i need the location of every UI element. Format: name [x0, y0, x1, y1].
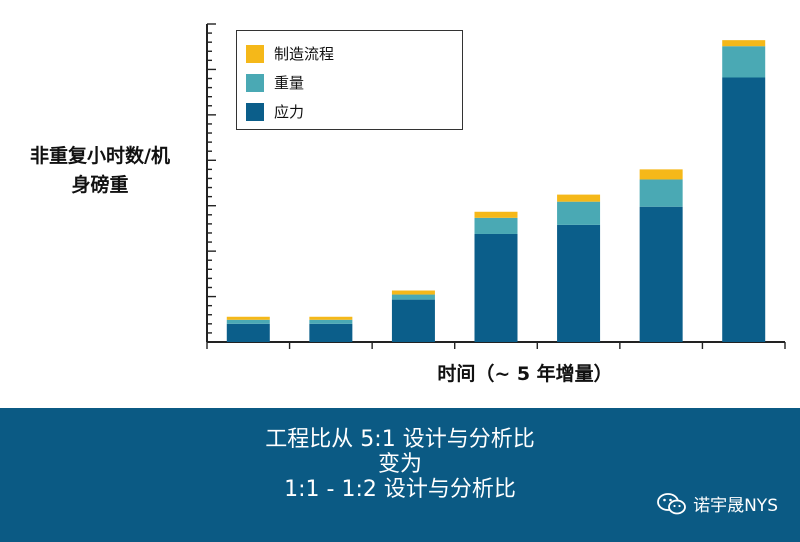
bar-segment-3-0	[391, 299, 435, 342]
legend-label-manufacturing: 制造流程	[274, 45, 335, 63]
y-axis-label-line-2: 身磅重	[71, 174, 129, 196]
banner-line-3: 1:1 - 1:2 设计与分析比	[284, 477, 516, 502]
bar-segment-2-2	[309, 316, 353, 320]
legend-item-manufacturing: 制造流程	[246, 39, 462, 68]
banner-line-1: 工程比从 5:1 设计与分析比	[265, 427, 535, 452]
bar-segment-1-2	[226, 316, 270, 320]
bar-segment-5-2	[557, 194, 601, 202]
watermark: 诺宇晟NYS	[657, 491, 778, 516]
bar-stack-4	[474, 211, 518, 342]
legend-swatch-stress	[246, 102, 264, 121]
bar-segment-4-0	[474, 233, 518, 342]
bar-segment-6-1	[639, 179, 683, 207]
bar-stack-2	[309, 316, 353, 342]
bar-segment-5-1	[557, 201, 601, 225]
bar-stack-3	[391, 290, 435, 342]
axes	[206, 23, 786, 349]
bar-stack-6	[639, 169, 683, 342]
bar-segment-6-0	[639, 206, 683, 342]
legend-item-weight: 重量	[246, 68, 462, 97]
legend: 制造流程 重量 应力	[236, 30, 463, 130]
bar-segment-7-0	[722, 77, 766, 342]
bar-stack-7	[722, 40, 766, 342]
legend-swatch-weight	[246, 73, 264, 92]
bar-segment-4-2	[474, 211, 518, 218]
legend-item-stress: 应力	[246, 97, 462, 126]
summary-banner: 工程比从 5:1 设计与分析比 变为 1:1 - 1:2 设计与分析比 诺宇晟N…	[0, 408, 800, 542]
bars	[226, 40, 766, 342]
bar-segment-4-1	[474, 217, 518, 234]
legend-label-stress: 应力	[274, 103, 305, 121]
bar-stack-5	[557, 194, 601, 342]
bar-segment-1-1	[226, 319, 270, 324]
bar-segment-1-0	[226, 323, 270, 342]
bar-segment-2-1	[309, 319, 353, 324]
bar-segment-3-1	[391, 294, 435, 300]
bar-segment-7-2	[722, 40, 766, 47]
watermark-text: 诺宇晟NYS	[693, 496, 778, 516]
y-axis-label-line-1: 非重复小时数/机	[30, 145, 170, 167]
stacked-bar-chart	[206, 23, 786, 349]
legend-label-weight: 重量	[274, 74, 305, 92]
bar-segment-3-2	[391, 290, 435, 295]
legend-swatch-manufacturing	[246, 44, 264, 63]
bar-segment-7-1	[722, 46, 766, 78]
bar-stack-1	[226, 316, 270, 342]
bar-segment-5-0	[557, 224, 601, 342]
bar-segment-2-0	[309, 323, 353, 342]
bar-segment-6-2	[639, 169, 683, 180]
y-axis-label: 非重复小时数/机 身磅重	[0, 142, 200, 200]
banner-line-2: 变为	[377, 452, 422, 477]
x-axis-label: 时间（~ 5 年增量）	[437, 363, 613, 385]
wechat-icon	[657, 492, 686, 514]
